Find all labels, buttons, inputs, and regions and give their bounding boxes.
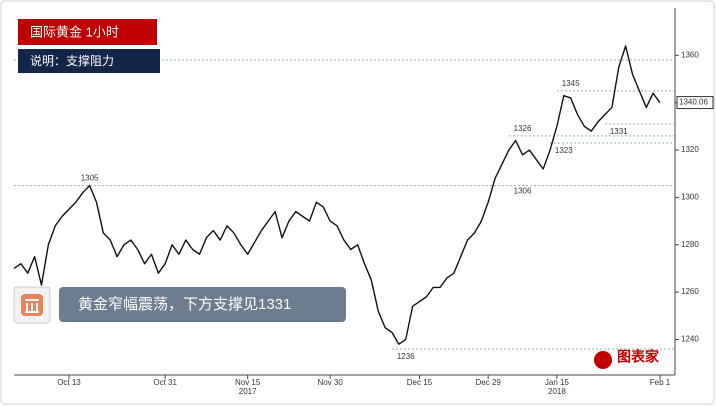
last-price: 1340.06 [679, 98, 708, 107]
last-price-box [676, 96, 714, 110]
price-line [13, 45, 661, 345]
level-label: 1331 [610, 127, 628, 136]
icon-glyph [25, 299, 39, 313]
level-label: 1326 [514, 124, 532, 133]
x-tick-label: Dec 29 [476, 378, 502, 387]
y-tick-label: 1320 [681, 145, 699, 154]
level-label: 1306 [514, 186, 532, 195]
subtitle-box [18, 49, 160, 73]
y-tick-label: 1300 [681, 193, 699, 202]
level-label: 1345 [562, 79, 580, 88]
x-tick-label: Dec 15 [407, 378, 433, 387]
x-tick-label: Feb 1 [650, 378, 671, 387]
title-box [18, 19, 157, 45]
y-tick-label: 1260 [681, 287, 699, 296]
x-year-label: 2017 [239, 387, 257, 396]
chart-subtitle: 说明：支撑阻力 [30, 53, 114, 68]
y-tick-label: 1360 [681, 50, 699, 59]
y-tick-label: 1240 [681, 335, 699, 344]
logo-mark [594, 351, 612, 369]
level-label: 1305 [81, 174, 99, 183]
x-tick-label: Nov 15 [235, 378, 261, 387]
level-label: 1236 [397, 352, 415, 361]
plot-area: 1240126012801300132013401360130513451331… [13, 8, 714, 396]
level-label: 1323 [555, 146, 573, 155]
x-tick-label: Jan 15 [545, 378, 570, 387]
x-tick-label: Oct 31 [153, 378, 177, 387]
caption: 黄金窄幅震荡，下方支撑见1331 [78, 295, 291, 313]
x-tick-label: Oct 13 [57, 378, 81, 387]
y-tick-label: 1280 [681, 240, 699, 249]
logo: 图表家 [617, 349, 660, 365]
caption-box [59, 287, 346, 322]
x-tick-label: Nov 30 [317, 378, 343, 387]
chart-title: 国际黄金 1小时 [30, 24, 119, 39]
x-year-label: 2018 [548, 387, 566, 396]
